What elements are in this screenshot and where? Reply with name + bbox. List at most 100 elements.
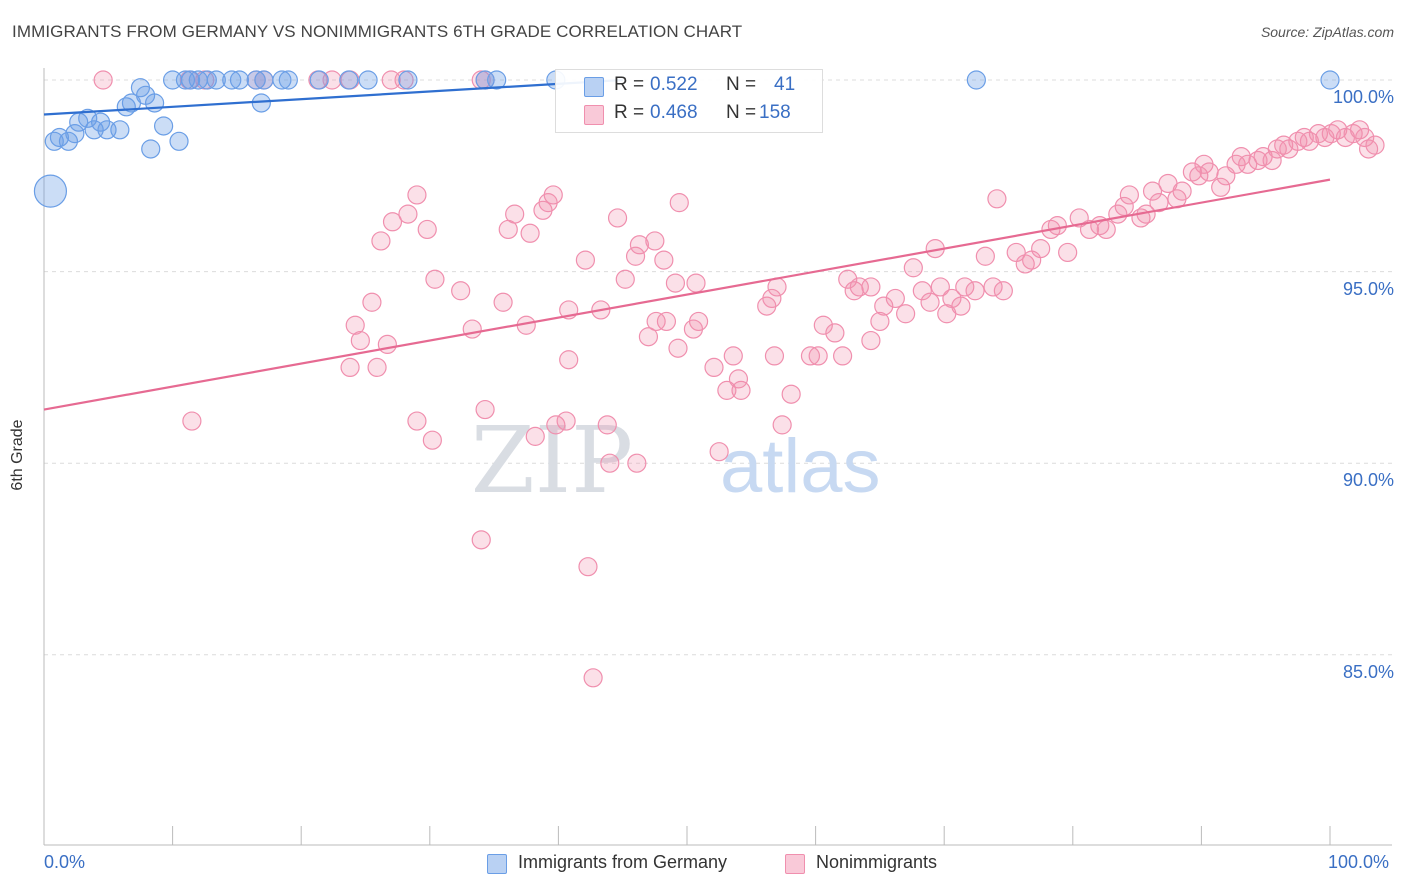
point-nonimmigrants <box>556 411 576 431</box>
point-nonimmigrants <box>654 250 674 270</box>
point-nonimmigrants <box>417 219 437 240</box>
point-nonimmigrants <box>629 235 650 255</box>
y-tick-label: 95.0% <box>1342 278 1394 299</box>
point-nonimmigrants <box>377 334 397 355</box>
point-nonimmigrants <box>912 281 932 301</box>
point-nonimmigrants <box>1096 219 1116 240</box>
point-nonimmigrants <box>838 269 858 289</box>
point-nonimmigrants <box>987 189 1007 209</box>
point-nonimmigrants <box>731 380 751 400</box>
point-nonimmigrants <box>559 350 579 370</box>
point-germany <box>206 70 226 90</box>
point-germany <box>141 139 161 159</box>
point-nonimmigrants <box>407 411 427 431</box>
point-nonimmigrants <box>1149 193 1169 213</box>
point-germany <box>110 120 130 140</box>
bottom-legend-swatch-nonimmigrants <box>785 854 805 874</box>
point-nonimmigrants <box>1294 127 1314 148</box>
point-nonimmigrants <box>543 185 563 205</box>
point-germany <box>116 97 136 117</box>
legend-r-label: R = <box>614 74 645 95</box>
point-nonimmigrants <box>407 185 427 205</box>
point-nonimmigrants <box>849 277 869 297</box>
legend-swatch-nonimmigrants <box>584 105 604 125</box>
bottom-legend-label-germany: Immigrants from Germany <box>518 852 728 872</box>
point-nonimmigrants <box>833 346 853 366</box>
point-nonimmigrants <box>493 292 513 312</box>
point-nonimmigrants <box>683 319 704 339</box>
bottom-legend-label-nonimmigrants: Nonimmigrants <box>816 852 938 872</box>
watermark: ZIP atlas <box>471 407 881 514</box>
point-nonimmigrants <box>825 323 845 343</box>
chart-title: IMMIGRANTS FROM GERMANY VS NONIMMIGRANTS… <box>12 22 743 41</box>
point-nonimmigrants <box>583 668 603 688</box>
point-nonimmigrants <box>520 223 540 243</box>
point-nonimmigrants <box>709 442 729 462</box>
point-nonimmigrants <box>808 346 828 366</box>
point-nonimmigrants <box>451 281 471 301</box>
point-nonimmigrants <box>398 204 418 224</box>
point-nonimmigrants <box>781 384 801 404</box>
x-tick-label-min: 0.0% <box>44 852 86 872</box>
point-germany <box>966 70 986 90</box>
point-nonimmigrants <box>462 319 482 339</box>
stats-legend: R = 0.522 N = 41 R = 0.468 N = 158 <box>555 69 823 133</box>
legend-r-value-nonimmigrants: 0.468 <box>650 102 698 123</box>
bottom-legend-swatch-germany <box>487 854 507 874</box>
legend-n-value-germany: 41 <box>774 74 796 95</box>
point-germany <box>358 70 378 90</box>
point-germany <box>398 70 418 90</box>
point-germany <box>1320 70 1340 90</box>
point-germany <box>487 70 507 90</box>
point-nonimmigrants <box>475 399 495 420</box>
point-nonimmigrants <box>955 277 975 297</box>
point-germany <box>78 108 98 128</box>
point-nonimmigrants <box>861 330 881 351</box>
point-nonimmigrants <box>367 357 387 377</box>
point-nonimmigrants <box>1328 120 1348 140</box>
point-nonimmigrants <box>615 269 635 289</box>
point-nonimmigrants <box>885 288 905 309</box>
point-nonimmigrants <box>993 281 1013 301</box>
point-nonimmigrants <box>930 277 950 297</box>
point-germany <box>278 70 298 90</box>
point-germany <box>33 174 68 208</box>
point-nonimmigrants <box>800 346 821 366</box>
point-nonimmigrants <box>505 204 525 224</box>
point-nonimmigrants <box>896 304 916 324</box>
trend-lines <box>43 78 1331 411</box>
point-nonimmigrants <box>965 281 985 301</box>
x-tick-label-max: 100.0% <box>1328 852 1390 872</box>
point-nonimmigrants <box>861 277 881 297</box>
point-germany <box>272 70 292 90</box>
point-nonimmigrants <box>656 311 677 332</box>
point-nonimmigrants <box>704 357 724 377</box>
point-nonimmigrants <box>371 231 391 251</box>
trend-line-nonimmigrants <box>43 178 1331 411</box>
point-nonimmigrants <box>646 311 666 332</box>
point-nonimmigrants <box>920 292 940 312</box>
point-germany <box>222 70 242 90</box>
legend-r-value-germany: 0.522 <box>650 74 698 95</box>
point-germany <box>65 124 85 144</box>
point-nonimmigrants <box>686 273 706 293</box>
point-germany <box>169 131 189 151</box>
point-nonimmigrants <box>578 557 598 577</box>
point-germany <box>339 70 359 90</box>
point-nonimmigrants <box>1355 127 1375 148</box>
trend-line-germany <box>43 78 623 116</box>
point-nonimmigrants <box>813 315 833 335</box>
legend-n-value-nonimmigrants: 158 <box>759 102 791 123</box>
point-nonimmigrants <box>1031 239 1051 259</box>
point-germany <box>58 131 79 151</box>
point-nonimmigrants <box>1365 135 1385 155</box>
point-nonimmigrants <box>874 296 894 316</box>
legend-n-label: N = <box>726 102 757 123</box>
watermark-atlas: atlas <box>720 424 881 509</box>
point-nonimmigrants <box>625 246 646 266</box>
point-nonimmigrants <box>1248 150 1268 171</box>
point-nonimmigrants <box>1262 150 1282 171</box>
point-nonimmigrants <box>665 273 686 293</box>
point-nonimmigrants <box>350 330 370 351</box>
point-nonimmigrants <box>668 338 688 358</box>
